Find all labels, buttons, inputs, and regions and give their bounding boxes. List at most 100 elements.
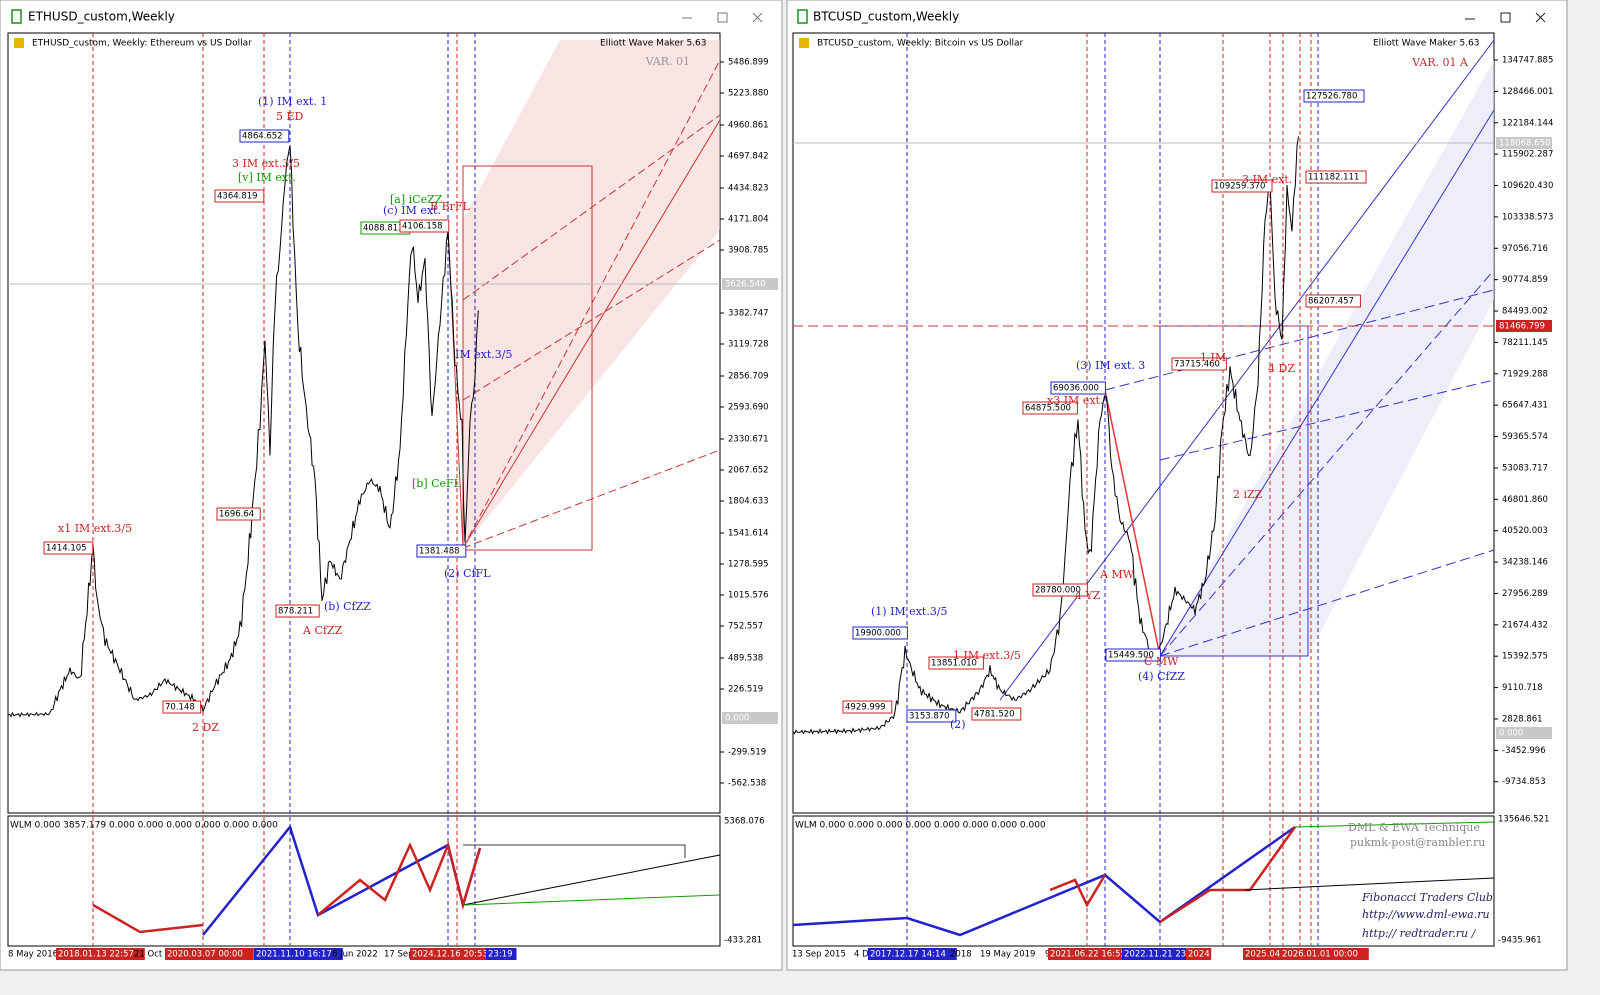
price-box-label: 111182.111 [1308,173,1359,183]
watermark: http://www.dml-ewa.ru [1362,908,1490,921]
y-tick-label: 109620.430 [1502,181,1553,191]
y-tick-label: 226.519 [728,685,763,695]
wave-label: 1 IM [1200,351,1226,364]
date-label: 2018.01.13 22:57 [58,950,134,960]
wlm-projection [463,844,686,858]
y-tick-label: 1015.576 [728,591,769,601]
indicator-tick: -9435.961 [1498,936,1542,946]
price-tag [722,712,778,724]
price-box [1050,381,1106,395]
price-line [7,145,479,718]
date-label: 8 May 2016 [8,950,58,960]
price-box-label: 878.211 [278,607,313,617]
price-box [971,707,1022,721]
indicator-tick: 5368.076 [724,817,765,827]
y-tick-label: 2330.671 [728,435,769,445]
date-label: 2021.11.10 16:17 [256,950,332,960]
wave-label: (c) IM ext. [383,204,441,217]
price-box [239,129,290,143]
window-icon [797,9,808,24]
y-tick-label: 4434.823 [728,184,769,194]
wave-label: [a] iCeZZ [390,193,443,206]
wave-label: A CfZZ [302,624,343,637]
price-box [1211,179,1273,193]
chart-header: BTCUSD_custom, Weekly: Bitcoin vs US Dol… [817,39,1023,49]
price-box [416,544,467,558]
y-tick-label: 65647.431 [1502,401,1548,411]
wlm-projection [1294,821,1495,828]
y-tick-label: 84493.002 [1502,307,1548,317]
price-box [162,700,202,714]
window-title: ETHUSD_custom,Weekly [28,10,175,24]
price-box [1305,170,1367,184]
price-tag-label: 118068.650 [1499,139,1550,149]
price-box-label: 4106.158 [402,222,443,232]
y-tick-label: 2067.652 [728,466,769,476]
date-tag [254,948,343,960]
price-box [275,604,320,618]
price-box [852,626,908,640]
chart-header: ETHUSD_custom, Weekly: Ethereum vs US Do… [32,39,252,49]
wave-label: 4 YZ [1075,589,1101,602]
wave-label: 4 DZ [1268,362,1295,375]
time-price-box [462,165,593,551]
date-label: 13 Sep 2015 [792,950,846,960]
y-tick-label: 46801.860 [1502,495,1548,505]
wave-label: x3 IM ext. [1047,394,1103,407]
y-tick-label: 4697.842 [728,152,769,162]
y-tick-label: 1278.595 [728,560,769,570]
y-tick-label: 71929.288 [1502,369,1548,379]
price-box [1022,401,1078,415]
y-tick-label: 2856.709 [728,372,769,382]
price-box [214,189,265,203]
wave-label: 1 IM ext.3/5 [953,649,1021,662]
wave-label: 2 DZ [192,721,219,734]
y-tick-label: 5223.880 [728,89,769,99]
y-tick-label: 1804.633 [728,497,769,507]
wave-label: (2) [950,718,966,731]
date-tag [1280,948,1369,960]
window-buttons[interactable] [682,12,763,23]
ea-name: Elliott Wave Maker 5.63 [1373,39,1479,49]
wlm-projection [462,854,721,906]
date-tag [1048,948,1137,960]
date-label: 2021.06.22 16:55 [1050,950,1126,960]
price-box [1171,357,1227,371]
watermark: DML & EWA Technique [1348,821,1480,834]
y-tick-label: -9734.853 [1502,777,1546,787]
date-label: 9 [1045,950,1050,960]
date-tag [410,948,499,960]
wave-label: A MW [1099,568,1135,581]
wave-label: (3) IM ext. 3 [1076,359,1145,372]
wave-label: x1 IM ext.3/5 [58,522,132,535]
window-buttons[interactable] [1465,12,1546,23]
price-tag-label: 3626.540 [725,280,766,290]
date-tag [868,948,957,960]
wlm-line [1049,874,1107,908]
date-label: 2024 [1188,950,1210,960]
ea-icon [799,38,809,48]
date-label: 2022.11.21 23:59 [1124,950,1200,960]
y-tick-label: 1541.614 [728,529,769,539]
fork-area [1160,60,1494,656]
price-tag [1496,727,1552,739]
y-tick-label: 2593.690 [728,403,769,413]
y-tick-label: 2828.861 [1502,714,1543,724]
date-tag [486,948,517,960]
date-label: 2017.12.17 14:14 [870,950,946,960]
y-tick-label: 122184.144 [1502,118,1553,128]
price-tag [722,278,778,290]
price-box-label: 73715.460 [1174,360,1220,370]
indicator-tick: -433.281 [724,936,762,946]
wlm-line [1159,826,1297,924]
window-icon [11,9,22,24]
indicator-tick: 135646.521 [1498,815,1549,825]
price-box-label: 4088.813 [363,224,404,234]
price-box-label: 1414.105 [46,544,87,554]
price-box-label: 1696.64 [219,510,254,520]
price-box-label: 3153.870 [909,712,950,722]
date-label: 17 Sep [384,950,414,960]
wave-label: 3 IM ext. [1242,173,1292,186]
y-tick-label: 21674.432 [1502,620,1548,630]
watermark: http:// redtrader.ru / [1362,927,1477,940]
